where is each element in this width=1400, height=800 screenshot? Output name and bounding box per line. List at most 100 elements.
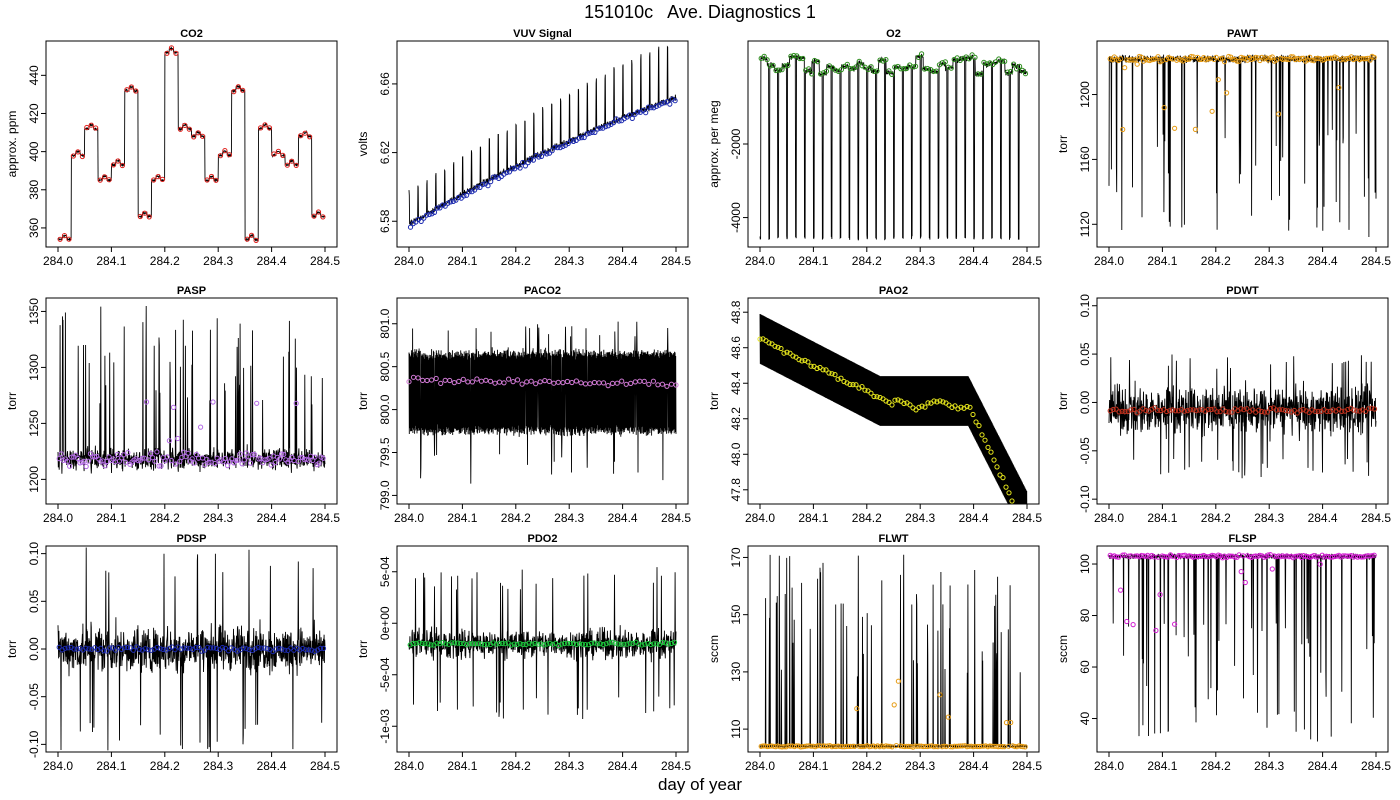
avg-point-pdo2 — [541, 642, 547, 648]
plot-area-pasp — [56, 305, 326, 474]
avg-point-o2 — [853, 64, 859, 70]
x-tick-label-paco2: 284.1 — [447, 511, 477, 525]
avg-point-pawt — [1221, 59, 1228, 65]
avg-point-vuv-signal — [538, 153, 545, 159]
avg-point-flsp — [1163, 554, 1169, 560]
x-tick-label-pdsp: 284.0 — [43, 759, 73, 773]
x-tick-label-co2: 284.4 — [257, 254, 287, 268]
avg-point-co2 — [258, 125, 264, 131]
avg-point-pdsp — [240, 645, 246, 651]
avg-point-pdsp — [219, 644, 226, 651]
avg-point-paco2 — [573, 378, 580, 384]
avg-point-o2 — [782, 63, 788, 69]
avg-point-paco2 — [415, 375, 421, 381]
y-axis-label-pdwt: torr — [1056, 392, 1070, 410]
avg-point-pdsp — [83, 645, 89, 651]
avg-point-pao2 — [766, 340, 772, 346]
avg-point-pao2 — [967, 404, 973, 410]
avg-point-pao2 — [829, 371, 835, 377]
avg-point-flsp — [1317, 561, 1323, 567]
series-raw-o2 — [759, 53, 1028, 241]
avg-point-co2 — [119, 162, 126, 169]
avg-point-pdwt — [1193, 408, 1199, 414]
avg-point-pdsp — [136, 646, 142, 652]
avg-point-pasp — [152, 458, 158, 464]
avg-point-pdwt — [1137, 408, 1143, 414]
avg-point-vuv-signal — [597, 125, 603, 131]
avg-point-co2 — [164, 50, 170, 56]
avg-point-pao2 — [784, 349, 790, 355]
x-tick-label-flsp: 284.1 — [1147, 759, 1177, 773]
avg-point-pasp — [69, 454, 75, 460]
x-tick-label-pasp: 284.3 — [203, 511, 233, 525]
avg-point-pasp — [83, 463, 89, 470]
avg-point-pdwt — [1300, 407, 1306, 413]
panel-title-pasp: PASP — [177, 285, 206, 297]
avg-point-pdsp — [178, 646, 184, 652]
avg-point-co2 — [266, 125, 273, 131]
avg-point-o2 — [1005, 69, 1011, 75]
avg-point-o2 — [794, 53, 800, 59]
avg-point-pao2 — [991, 457, 997, 463]
avg-point-pdwt — [1265, 409, 1271, 415]
avg-point-vuv-signal — [453, 197, 459, 203]
avg-point-pasp — [85, 458, 91, 464]
avg-point-pdsp — [98, 645, 104, 651]
avg-point-vuv-signal — [456, 194, 462, 200]
avg-point-pdo2 — [461, 640, 467, 647]
avg-point-o2 — [901, 66, 907, 72]
avg-point-co2 — [204, 177, 210, 183]
y-tick-label-pasp: 1200 — [27, 466, 41, 493]
avg-point-co2 — [97, 177, 103, 183]
avg-point-pasp — [316, 460, 322, 466]
panel-title-pao2: PAO2 — [879, 285, 908, 297]
avg-point-o2 — [809, 71, 815, 77]
avg-point-o2 — [770, 62, 776, 68]
avg-point-o2 — [990, 61, 996, 68]
avg-point-pasp — [229, 456, 235, 462]
series-raw-co2 — [57, 46, 326, 243]
y-axis-label-vuv-signal: volts — [356, 132, 370, 157]
avg-point-o2 — [806, 66, 812, 72]
avg-point-vuv-signal — [611, 120, 617, 126]
avg-point-pasp — [235, 457, 241, 463]
avg-point-flsp — [1315, 554, 1321, 560]
avg-point-o2 — [993, 59, 999, 65]
avg-point-pdo2 — [464, 642, 470, 648]
avg-point-pdsp — [163, 647, 169, 653]
avg-point-pao2 — [916, 404, 922, 410]
avg-point-co2 — [298, 133, 304, 139]
avg-point-o2 — [1022, 71, 1029, 77]
avg-point-pasp — [239, 461, 245, 467]
avg-point-pdo2 — [547, 640, 553, 646]
avg-point-co2 — [124, 87, 130, 93]
y-axis-label-co2: approx. ppm — [5, 111, 19, 178]
avg-point-pao2 — [931, 398, 937, 404]
avg-point-pasp — [312, 454, 318, 460]
avg-point-pdwt — [1181, 408, 1188, 414]
avg-point-pasp — [210, 399, 216, 405]
avg-point-pdo2 — [585, 642, 592, 648]
y-tick-label-o2: -2000 — [729, 128, 743, 159]
avg-point-pdsp — [101, 648, 107, 654]
avg-point-pawt — [1240, 55, 1246, 61]
x-tick-label-pao2: 284.5 — [1012, 511, 1042, 525]
avg-point-pao2 — [979, 432, 985, 438]
avg-point-o2 — [910, 64, 916, 70]
y-tick-label-paco2: 801.0 — [378, 308, 392, 338]
figure-title: 151010c Ave. Diagnostics 1 — [584, 2, 816, 22]
avg-point-pawt — [1371, 54, 1377, 60]
avg-point-paco2 — [519, 381, 525, 387]
avg-point-pasp — [173, 461, 179, 467]
avg-point-pdwt — [1214, 409, 1220, 415]
avg-point-pdsp — [56, 644, 62, 650]
avg-point-pdsp — [270, 649, 276, 655]
avg-point-o2 — [898, 66, 904, 72]
avg-point-o2 — [877, 57, 883, 63]
avg-point-pasp — [102, 463, 108, 469]
avg-point-pasp — [114, 451, 121, 458]
avg-point-pdsp — [193, 644, 199, 651]
avg-point-pdwt — [1152, 405, 1158, 411]
avg-point-pao2 — [976, 423, 982, 429]
avg-point-pdsp — [65, 645, 71, 651]
